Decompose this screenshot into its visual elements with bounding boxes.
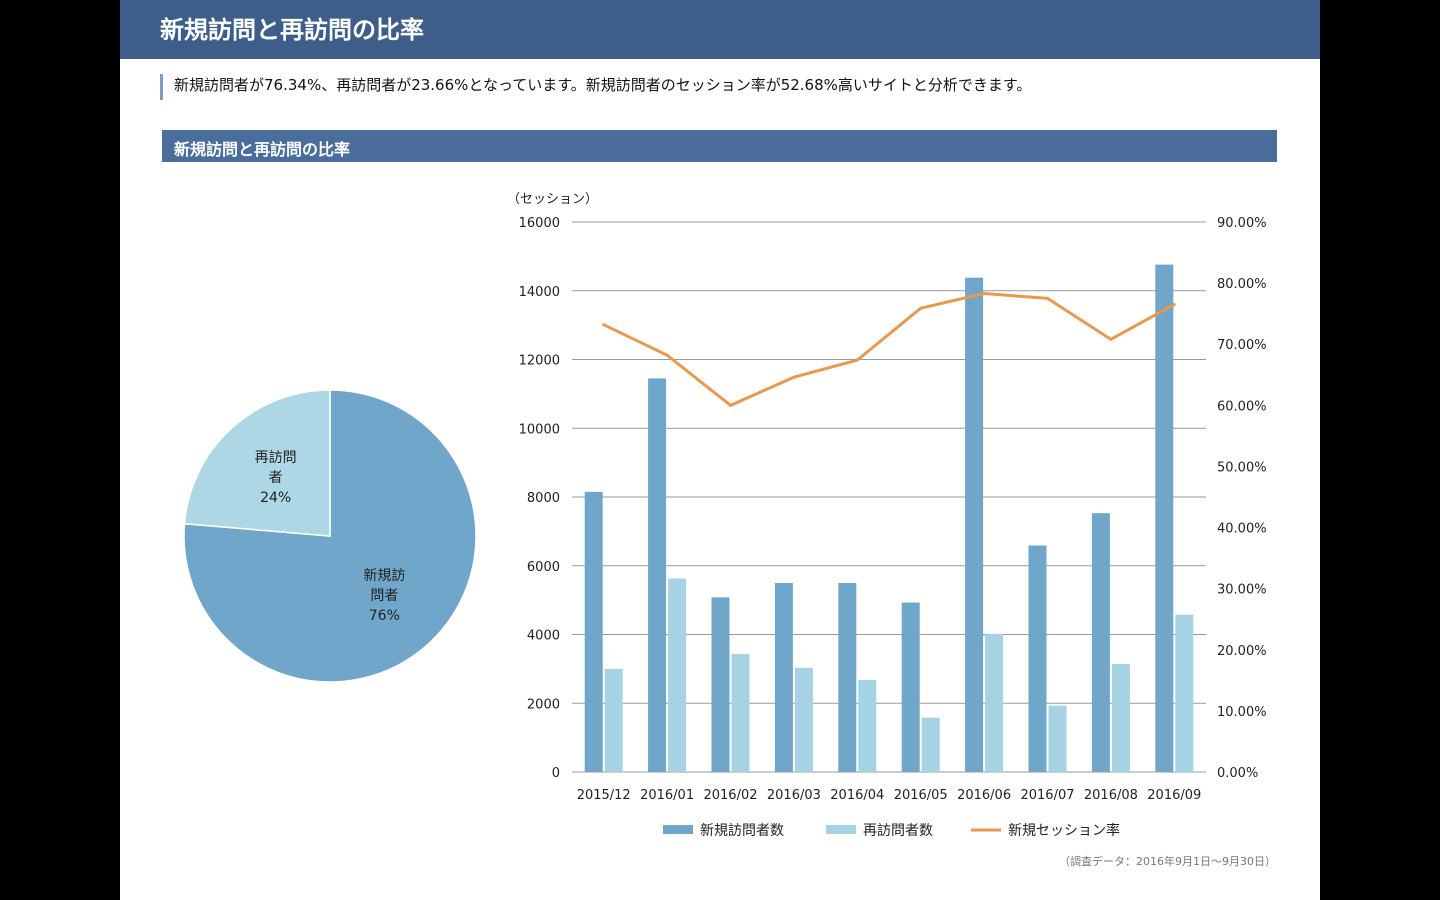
bar	[1155, 264, 1174, 772]
y2-tick-label: 80.00%	[1217, 277, 1267, 292]
legend-label: 新規セッション率	[1008, 822, 1120, 839]
pie-label: 再訪問	[255, 450, 297, 466]
bar	[1175, 614, 1194, 772]
legend-swatch	[663, 825, 693, 834]
y2-tick-label: 60.00%	[1217, 399, 1267, 414]
summary-accent-bar	[160, 74, 163, 100]
y-tick-label: 8000	[527, 491, 560, 506]
bar	[858, 679, 877, 772]
line-point	[665, 353, 669, 357]
bar	[1111, 664, 1130, 772]
y2-tick-label: 0.00%	[1217, 766, 1258, 781]
y2-tick-label: 20.00%	[1217, 644, 1267, 659]
pie-label: 者	[269, 470, 283, 486]
line-series	[603, 292, 1176, 407]
bar	[1048, 705, 1067, 772]
y2-tick-label: 10.00%	[1217, 705, 1267, 720]
legend-label: 新規訪問者数	[700, 823, 784, 839]
bar	[985, 633, 1004, 772]
y2-tick-label: 40.00%	[1217, 522, 1267, 537]
bar	[584, 491, 603, 772]
bar	[901, 602, 920, 772]
x-tick-label: 2016/03	[767, 788, 821, 803]
line-point	[1172, 303, 1176, 306]
pie-label: 新規訪	[363, 568, 405, 584]
x-tick-label: 2016/04	[830, 788, 884, 803]
bar	[711, 597, 730, 772]
pie-label: 24%	[260, 490, 291, 506]
pie-slice	[183, 389, 331, 537]
page-title: 新規訪問と再訪問の比率	[160, 16, 424, 44]
bar	[648, 378, 667, 772]
x-tick-label: 2016/01	[640, 788, 694, 803]
y-tick-label: 4000	[527, 629, 560, 644]
y-tick-label: 6000	[527, 560, 560, 575]
bar	[668, 578, 687, 772]
bar	[794, 667, 813, 772]
bar	[838, 582, 857, 772]
line-point	[1109, 337, 1113, 341]
x-tick-label: 2016/05	[894, 788, 948, 803]
y-tick-label: 10000	[519, 422, 560, 437]
y-unit-label: （セッション）	[507, 192, 598, 207]
bar	[965, 277, 984, 772]
line-point	[855, 358, 859, 362]
charts-canvas: 新規訪問者 76% 再訪問者 24% 0 2000 4000 6000 8000 10000 120…	[183, 192, 1267, 839]
bar	[921, 717, 940, 772]
pie-label: 76%	[369, 608, 400, 624]
bar	[774, 582, 793, 772]
line-point	[1046, 296, 1049, 300]
source-note: （調査データ：2016年9月1日～9月30日）	[1059, 855, 1276, 868]
y-tick-label: 14000	[519, 285, 560, 300]
y2-tick-label: 30.00%	[1217, 583, 1267, 598]
line-point	[982, 292, 986, 295]
pie-label: 問者	[370, 588, 398, 604]
legend-swatch	[826, 825, 856, 834]
x-tick-label: 2016/07	[1020, 788, 1074, 803]
y-tick-label: 12000	[519, 354, 560, 369]
y2-tick-label: 70.00%	[1217, 338, 1267, 353]
x-tick-label: 2016/09	[1147, 788, 1201, 803]
line-point	[729, 403, 732, 407]
line-point	[602, 323, 606, 327]
section-title: 新規訪問と再訪問の比率	[174, 140, 351, 159]
line-point	[919, 306, 923, 310]
bar	[604, 668, 623, 772]
x-tick-label: 2016/06	[957, 788, 1011, 803]
y-tick-label: 0	[552, 766, 560, 781]
slide: 新規訪問と再訪問の比率 新規訪問者が76.34%、再訪問者が23.66%となって…	[120, 0, 1320, 900]
x-tick-label: 2016/02	[703, 788, 757, 803]
y2-tick-label: 90.00%	[1217, 216, 1267, 231]
line-point	[792, 375, 796, 379]
summary-text: 新規訪問者が76.34%、再訪問者が23.66%となっています。新規訪問者のセッ…	[174, 76, 1032, 94]
y-tick-label: 16000	[519, 216, 560, 231]
page-header: 新規訪問と再訪問の比率	[120, 0, 1320, 59]
bar	[731, 654, 750, 772]
section-header: 新規訪問と再訪問の比率	[162, 130, 1277, 162]
x-tick-label: 2015/12	[577, 788, 631, 803]
bar	[1091, 513, 1110, 772]
legend-label: 再訪問者数	[863, 823, 933, 839]
y-tick-label: 2000	[527, 697, 560, 712]
bar	[1028, 545, 1047, 772]
y2-tick-label: 50.00%	[1217, 460, 1267, 475]
x-tick-label: 2016/08	[1084, 788, 1138, 803]
